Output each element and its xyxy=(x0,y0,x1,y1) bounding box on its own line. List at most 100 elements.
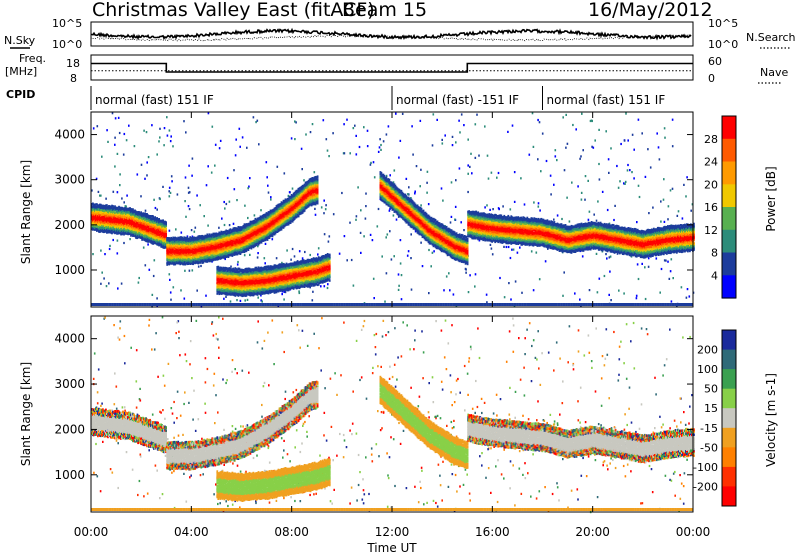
data-cell xyxy=(389,207,391,210)
data-cell xyxy=(213,246,216,250)
data-cell xyxy=(214,257,217,261)
data-cell xyxy=(270,214,273,218)
data-cell xyxy=(239,145,241,148)
data-cell xyxy=(420,204,422,207)
data-cell xyxy=(117,213,119,216)
data-cell xyxy=(194,251,197,255)
data-cell xyxy=(154,241,156,245)
data-cell xyxy=(93,215,95,218)
data-cell xyxy=(249,244,252,247)
data-cell xyxy=(219,281,222,284)
data-cell xyxy=(505,245,508,249)
data-cell xyxy=(161,234,163,238)
data-cell xyxy=(240,231,243,235)
data-cell xyxy=(121,223,123,226)
data-cell xyxy=(288,218,291,222)
data-cell xyxy=(224,266,227,270)
data-cell xyxy=(310,192,313,196)
data-cell xyxy=(242,245,245,248)
data-cell xyxy=(280,214,283,218)
data-cell xyxy=(179,240,182,243)
data-cell xyxy=(204,234,207,238)
data-cell xyxy=(283,208,286,212)
data-cell xyxy=(208,258,211,261)
data-cell xyxy=(101,229,103,232)
data-cell xyxy=(267,220,270,223)
data-cell xyxy=(533,201,535,204)
data-cell xyxy=(138,216,140,220)
data-cell xyxy=(238,235,241,239)
data-cell xyxy=(213,248,216,251)
data-cell xyxy=(192,250,195,253)
data-cell xyxy=(297,207,300,211)
data-cell xyxy=(164,235,166,239)
data-cell xyxy=(193,251,196,254)
data-cell xyxy=(323,199,325,202)
data-cell xyxy=(270,221,273,225)
data-cell xyxy=(181,245,184,249)
data-cell xyxy=(269,224,272,228)
data-cell xyxy=(221,284,224,287)
data-cell xyxy=(277,209,280,212)
data-cell xyxy=(150,241,152,244)
data-cell xyxy=(239,239,242,243)
data-cell xyxy=(664,136,666,139)
data-cell xyxy=(205,249,208,252)
data-cell xyxy=(154,231,156,234)
data-cell xyxy=(97,204,99,207)
data-cell xyxy=(226,237,229,241)
data-cell xyxy=(224,242,227,246)
data-cell xyxy=(219,139,222,142)
data-cell xyxy=(122,212,124,215)
data-cell xyxy=(179,252,182,255)
data-cell xyxy=(235,240,238,243)
data-cell xyxy=(129,229,131,232)
data-cell xyxy=(295,196,298,199)
data-cell xyxy=(271,212,274,216)
data-cell xyxy=(283,203,286,206)
data-cell xyxy=(637,277,640,281)
data-cell xyxy=(153,233,155,237)
data-cell xyxy=(205,242,208,246)
data-cell xyxy=(166,116,168,119)
data-cell xyxy=(122,215,124,218)
data-cell xyxy=(276,213,279,217)
data-cell xyxy=(123,224,125,228)
data-cell xyxy=(205,235,208,238)
data-cell xyxy=(139,236,141,239)
data-cell xyxy=(108,225,110,229)
data-cell xyxy=(130,216,132,220)
data-cell xyxy=(247,227,250,230)
data-cell xyxy=(246,298,249,301)
data-cell xyxy=(194,254,197,257)
data-cell xyxy=(276,218,279,221)
data-cell xyxy=(276,204,279,207)
data-cell xyxy=(553,183,555,186)
data-cell xyxy=(192,261,195,264)
data-cell xyxy=(259,232,262,236)
data-cell xyxy=(220,241,223,245)
data-cell xyxy=(139,231,141,234)
data-cell xyxy=(117,116,120,119)
data-cell xyxy=(293,191,296,195)
data-cell xyxy=(214,250,217,254)
data-cell xyxy=(257,220,260,223)
data-cell xyxy=(120,211,122,215)
data-cell xyxy=(169,261,172,264)
data-cell xyxy=(255,243,258,246)
data-cell xyxy=(139,221,141,225)
data-cell xyxy=(96,206,98,209)
data-cell xyxy=(103,213,105,216)
data-cell xyxy=(691,203,694,206)
data-cell xyxy=(263,236,266,240)
data-cell xyxy=(649,166,652,169)
data-cell xyxy=(355,218,357,221)
data-cell xyxy=(660,267,663,271)
data-cell xyxy=(408,186,410,189)
data-cell xyxy=(310,200,313,204)
data-cell xyxy=(210,259,213,263)
data-cell xyxy=(243,231,246,235)
data-cell xyxy=(588,289,591,292)
data-cell xyxy=(290,137,293,140)
data-cell xyxy=(221,245,224,248)
